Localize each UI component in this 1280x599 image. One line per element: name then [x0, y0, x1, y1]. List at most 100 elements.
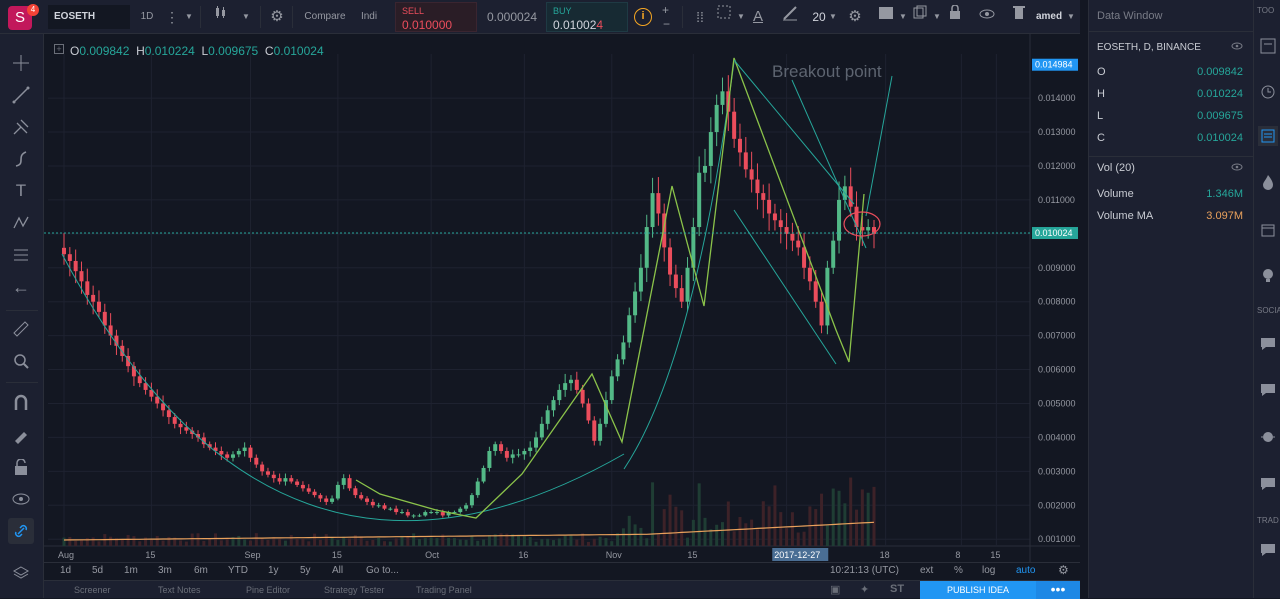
font-size-chevron-icon[interactable]: ▼ [829, 12, 837, 21]
volume-bar [814, 509, 818, 546]
candle-body [271, 474, 276, 479]
settings-gear-icon[interactable]: ⚙ [1058, 563, 1069, 577]
chart-type-chevron-icon[interactable]: ▼ [242, 12, 250, 21]
trading-panel-icon[interactable] [1258, 540, 1278, 560]
text-tool-icon[interactable]: T [15, 181, 27, 200]
footer-tab[interactable]: Trading Panel [416, 585, 472, 595]
volume-bar [493, 534, 497, 546]
pencil-icon[interactable] [778, 5, 802, 29]
indicators-button[interactable]: Indi [360, 11, 378, 22]
compare-button[interactable]: Compare [304, 11, 346, 22]
trend-line-icon[interactable] [8, 82, 34, 108]
log-toggle[interactable]: log [982, 565, 996, 576]
template-chevron-icon[interactable]: ▼ [899, 12, 907, 21]
breakout-annotation[interactable]: Breakout point [772, 62, 882, 81]
range-button[interactable]: All [332, 565, 344, 576]
hide-drawings-eye-icon[interactable] [8, 486, 34, 512]
stocktwits-icon[interactable]: ST [890, 583, 905, 595]
notifications-bulb-icon[interactable] [1258, 428, 1278, 448]
plus-icon[interactable]: + [662, 3, 670, 17]
range-button[interactable]: 6m [194, 565, 208, 576]
selection-chevron-icon[interactable]: ▼ [737, 12, 745, 21]
fib-icon[interactable] [8, 242, 34, 268]
drag-handle-icon[interactable]: ⁞⁞ [696, 9, 704, 25]
range-button[interactable]: 1d [60, 565, 72, 576]
ruler-icon[interactable] [8, 316, 34, 342]
candle-body [708, 132, 713, 166]
stay-in-drawing-icon[interactable] [8, 422, 34, 448]
range-button[interactable]: YTD [228, 565, 248, 576]
range-button[interactable]: 5d [92, 565, 104, 576]
chat-icon[interactable] [1258, 334, 1278, 354]
magnet-icon[interactable] [8, 390, 34, 416]
chart-area[interactable]: 0.0140000.0130000.0120000.0110000.010000… [44, 34, 1080, 564]
streams-icon[interactable] [1258, 380, 1278, 400]
range-button[interactable]: 3m [158, 565, 172, 576]
chevron-down-icon[interactable]: ▼ [185, 12, 193, 21]
drawing-settings-gear-icon[interactable]: ⚙ [848, 8, 862, 25]
footer-tab[interactable]: Pine Editor [246, 585, 291, 595]
range-button[interactable]: 1y [268, 565, 279, 576]
social-label: SOCIA [1257, 306, 1280, 315]
hotlist-flame-icon[interactable] [1258, 172, 1278, 192]
ideas-bulb-icon[interactable] [1258, 266, 1278, 286]
ext-toggle[interactable]: ext [920, 565, 934, 576]
goto-button[interactable]: Go to... [366, 565, 399, 576]
pattern-icon[interactable] [8, 210, 34, 236]
auto-toggle[interactable]: auto [1016, 565, 1036, 576]
clone-chevron-icon[interactable]: ▼ [933, 12, 941, 21]
price-chart-svg[interactable]: 0.0140000.0130000.0120000.0110000.010000… [44, 34, 1080, 564]
gear-icon[interactable]: ⚙ [270, 8, 284, 25]
twitter-icon[interactable]: ✦ [860, 584, 870, 596]
buy-button[interactable]: BUY 0.010024 [546, 2, 628, 32]
zoom-icon[interactable] [8, 348, 34, 374]
alerts-clock-icon[interactable] [1258, 82, 1278, 102]
vol-eye-icon[interactable] [1231, 162, 1243, 174]
trash-icon[interactable] [1008, 5, 1030, 29]
eye-icon[interactable] [976, 5, 998, 29]
calendar-icon[interactable] [1258, 220, 1278, 240]
volume-bar [750, 519, 754, 546]
lock-drawings-icon[interactable] [8, 454, 34, 480]
legend-toggle-icon[interactable]: + [54, 44, 64, 54]
selection-icon[interactable] [712, 5, 736, 29]
camera-icon[interactable]: ▣ [830, 584, 841, 596]
template-icon[interactable] [874, 5, 898, 29]
pitchfork-icon[interactable] [8, 114, 34, 140]
messages-icon[interactable] [1258, 474, 1278, 494]
publish-idea-button[interactable]: PUBLISH IDEA [920, 581, 1036, 599]
layout-name[interactable]: amed [1035, 11, 1063, 22]
footer-tab[interactable]: Text Notes [158, 585, 201, 595]
minus-icon[interactable]: − [663, 17, 671, 31]
interval-button[interactable]: 1D [140, 11, 154, 22]
font-size-select[interactable]: 20 [812, 10, 826, 24]
symbol-search-input[interactable]: EOSETH [48, 5, 130, 29]
footer-tab[interactable]: Screener [74, 585, 111, 595]
footer-tab[interactable]: Strategy Tester [324, 585, 385, 595]
more-options-icon[interactable]: ••• [1036, 581, 1080, 599]
watchlist-icon[interactable] [1258, 36, 1278, 56]
clock-time[interactable]: 10:21:13 (UTC) [830, 565, 899, 576]
volume-bar [260, 537, 264, 546]
data-window-icon[interactable] [1258, 126, 1278, 146]
brush-icon[interactable] [8, 146, 34, 172]
candle-body [528, 447, 533, 451]
info-icon[interactable]: i [634, 8, 652, 26]
layers-icon[interactable] [8, 560, 34, 586]
crosshair-icon[interactable] [8, 50, 34, 76]
range-button[interactable]: 1m [124, 565, 138, 576]
volume-bar [458, 539, 462, 546]
arrow-back-icon[interactable]: ← [12, 276, 30, 297]
symbol-eye-icon[interactable] [1231, 42, 1243, 53]
sell-button[interactable]: SELL 0.010000 [395, 2, 477, 32]
layout-chevron-icon[interactable]: ▼ [1067, 12, 1075, 21]
more-vertical-icon[interactable]: ⋮ [165, 9, 179, 25]
link-icon[interactable] [8, 518, 34, 544]
percent-toggle[interactable]: % [954, 565, 963, 576]
clone-icon[interactable] [908, 5, 932, 29]
range-button[interactable]: 5y [300, 565, 311, 576]
volume-bar [581, 533, 585, 546]
lock-icon[interactable] [944, 4, 966, 29]
candles-style-icon[interactable] [208, 5, 234, 29]
text-color-icon[interactable]: A [752, 8, 763, 25]
